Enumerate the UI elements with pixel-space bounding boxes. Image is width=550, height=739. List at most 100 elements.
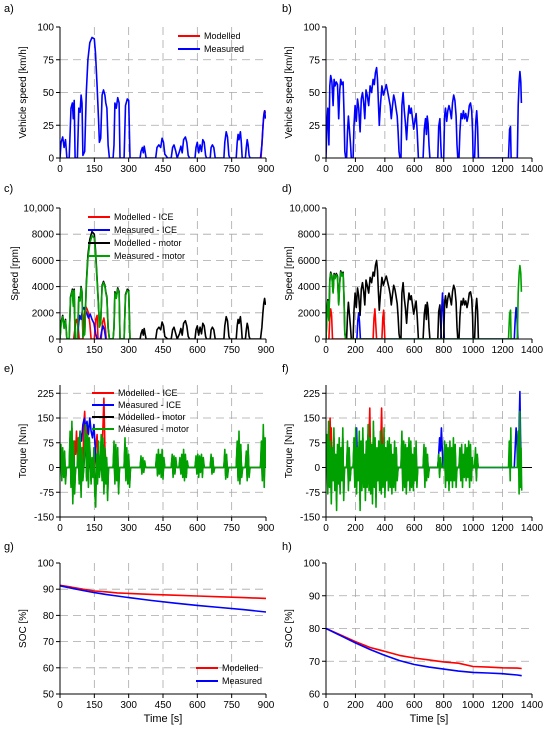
x-tick-label: 750 xyxy=(223,523,240,534)
y-tick-label: 100 xyxy=(37,559,54,570)
y-tick-label: 2000 xyxy=(32,308,55,319)
y-tick-label: 90 xyxy=(309,591,321,602)
chart-panel-a: 0 150 300 450 600 750 900 0 25 50 75 100 a) Vehicle s… xyxy=(4,3,275,175)
x-tick-label: 1000 xyxy=(462,523,485,534)
legend: Modelled Measured xyxy=(196,663,262,686)
x-tick-label: 600 xyxy=(189,164,206,175)
series-line-h-0 xyxy=(326,627,522,670)
x-tick-label: 1200 xyxy=(491,345,514,356)
panel-label: h) xyxy=(282,541,292,553)
legend-label: Measured - motor xyxy=(114,251,185,261)
series-line-d-2 xyxy=(326,259,480,339)
y-axis-label: Vehicle speed [km/h] xyxy=(18,46,29,138)
y-axis-label: SOC [%] xyxy=(18,609,29,648)
series-line-e-3 xyxy=(60,420,266,508)
chart-panel-d: 0 200 400 600 800 1000 1200 1400 0 2000 4000 6000 80… xyxy=(282,183,544,356)
y-tick-label: 10,000 xyxy=(23,204,54,215)
x-tick-label: 800 xyxy=(435,700,452,711)
x-tick-label: 600 xyxy=(406,700,423,711)
chart-panel-g: 0 150 300 450 600 750 900 50 60 70 80 90 100 g) SOC [%… xyxy=(4,541,275,725)
chart-panel-c: 0 150 300 450 600 750 900 0 2000 4000 6000 8000 10,0… xyxy=(4,183,275,356)
panel-label: f) xyxy=(282,363,289,375)
legend-label: Measured - motor xyxy=(118,424,189,434)
x-tick-label: 600 xyxy=(406,164,423,175)
y-tick-label: 90 xyxy=(43,585,55,596)
y-tick-label: 75 xyxy=(43,438,55,449)
panel-label: e) xyxy=(4,363,14,375)
y-tick-label: 0 xyxy=(48,154,54,165)
x-tick-label: 900 xyxy=(258,164,275,175)
x-tick-label: 1200 xyxy=(491,523,514,534)
x-tick-label: 1400 xyxy=(521,345,544,356)
legend-label: Modelled - ICE xyxy=(118,388,178,398)
y-tick-label: 0 xyxy=(314,154,320,165)
series-line-f-0 xyxy=(328,407,384,469)
x-tick-label: 900 xyxy=(258,523,275,534)
x-tick-label: 1200 xyxy=(491,164,514,175)
x-tick-label: 1000 xyxy=(462,700,485,711)
y-tick-label: 4000 xyxy=(32,282,55,293)
y-tick-label: 8000 xyxy=(32,230,55,241)
x-tick-label: 1000 xyxy=(462,345,485,356)
x-tick-label: 0 xyxy=(57,523,63,534)
panel-label: b) xyxy=(282,3,292,15)
x-tick-label: 1400 xyxy=(521,523,544,534)
x-tick-label: 1400 xyxy=(521,700,544,711)
y-tick-label: 225 xyxy=(37,389,54,400)
series-line-h-1 xyxy=(326,627,522,677)
y-tick-label: 0 xyxy=(48,335,54,346)
panel-label: c) xyxy=(4,183,13,195)
x-tick-label: 150 xyxy=(86,164,103,175)
x-tick-label: 0 xyxy=(323,345,329,356)
x-tick-label: 600 xyxy=(189,700,206,711)
y-tick-label: 75 xyxy=(309,438,321,449)
y-tick-label: 6000 xyxy=(32,256,55,267)
x-tick-label: 450 xyxy=(155,164,172,175)
series-line-d-0 xyxy=(328,308,386,339)
y-tick-label: 50 xyxy=(309,88,321,99)
y-tick-label: -75 xyxy=(306,488,321,499)
x-tick-label: 400 xyxy=(377,345,394,356)
y-tick-label: 50 xyxy=(43,690,55,701)
y-tick-label: 80 xyxy=(43,611,55,622)
x-tick-label: 400 xyxy=(377,700,394,711)
series-line-f-3 xyxy=(326,410,523,512)
x-tick-label: 800 xyxy=(435,345,452,356)
x-tick-label: 450 xyxy=(155,523,172,534)
legend-label: Modelled xyxy=(222,663,259,673)
y-axis-label: Torque [Nm] xyxy=(284,424,295,479)
series-line-d-1 xyxy=(356,292,519,339)
y-tick-label: 8000 xyxy=(298,230,321,241)
y-tick-label: -150 xyxy=(34,513,54,524)
x-tick-label: 0 xyxy=(323,164,329,175)
legend: Modelled - ICE Measured - ICE Modelled - m… xyxy=(92,388,189,434)
y-axis-label: SOC [%] xyxy=(284,609,295,648)
legend-label: Measured - ICE xyxy=(118,400,181,410)
y-tick-label: 10,000 xyxy=(289,204,320,215)
y-tick-label: 60 xyxy=(43,663,55,674)
legend-label: Modelled - motor xyxy=(118,412,186,422)
legend-label: Measured xyxy=(204,44,244,54)
y-tick-label: 80 xyxy=(309,624,321,635)
x-tick-label: 750 xyxy=(223,164,240,175)
y-tick-label: 6000 xyxy=(298,256,321,267)
x-tick-label: 0 xyxy=(323,700,329,711)
y-axis-label: Speed [rpm] xyxy=(10,246,21,301)
x-tick-label: 600 xyxy=(189,345,206,356)
y-tick-label: 100 xyxy=(303,23,320,34)
x-tick-label: 150 xyxy=(86,345,103,356)
y-tick-label: -75 xyxy=(40,488,55,499)
y-tick-label: 150 xyxy=(37,414,54,425)
y-tick-label: 25 xyxy=(43,121,55,132)
x-tick-label: 300 xyxy=(120,700,137,711)
y-axis-label: Torque [Nm] xyxy=(18,424,29,479)
panel-label: g) xyxy=(4,541,14,553)
panel-label: d) xyxy=(282,183,292,195)
x-tick-label: 400 xyxy=(377,523,394,534)
y-tick-label: 0 xyxy=(314,335,320,346)
x-tick-label: 750 xyxy=(223,700,240,711)
series-line-g-0 xyxy=(60,584,266,600)
legend-label: Modelled xyxy=(204,31,241,41)
x-tick-label: 300 xyxy=(120,345,137,356)
x-tick-label: 200 xyxy=(347,523,364,534)
